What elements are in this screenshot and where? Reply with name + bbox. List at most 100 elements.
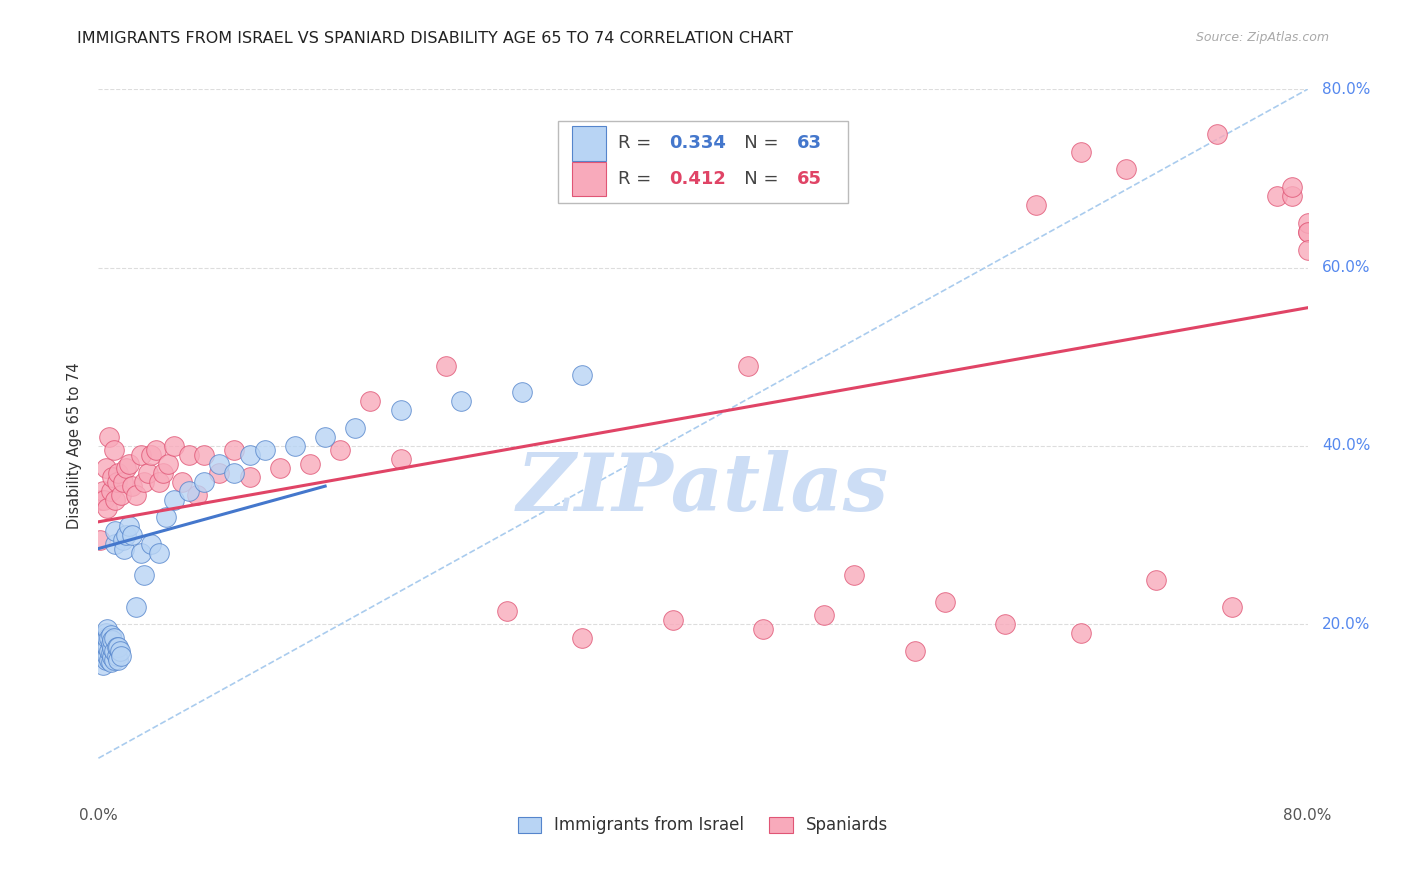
Point (571, 631, 593, 645)
Point (121, 528, 143, 542)
Point (112, 541, 135, 556)
Point (129, 546, 152, 560)
Point (450, 394, 472, 409)
Point (94, 461, 117, 475)
Point (737, 359, 759, 373)
Point (105, 640, 128, 654)
Legend: Immigrants from Israel, Spaniards: Immigrants from Israel, Spaniards (510, 810, 896, 841)
Point (103, 653, 125, 667)
Point (108, 644, 131, 658)
Point (1070, 145, 1092, 159)
FancyBboxPatch shape (572, 162, 606, 196)
Point (118, 519, 141, 533)
Point (103, 631, 125, 645)
Point (299, 457, 322, 471)
Point (118, 457, 141, 471)
Point (193, 448, 215, 462)
Point (96, 640, 118, 654)
Point (96, 648, 118, 663)
Text: N =: N = (727, 135, 785, 153)
Point (1281, 189, 1303, 203)
Point (1024, 198, 1046, 212)
FancyBboxPatch shape (558, 121, 848, 203)
Point (91, 483, 114, 498)
Point (269, 461, 291, 475)
Point (1070, 626, 1092, 640)
Point (105, 648, 128, 663)
Point (94, 635, 117, 649)
Point (314, 430, 336, 444)
Point (125, 488, 148, 502)
Point (93, 640, 115, 654)
Point (98, 644, 121, 658)
Point (253, 443, 276, 458)
Text: 0.334: 0.334 (669, 135, 725, 153)
Point (90, 648, 112, 663)
Point (1281, 180, 1303, 194)
Text: 63: 63 (797, 135, 823, 153)
Point (186, 488, 208, 502)
Point (329, 443, 352, 458)
Text: 0.412: 0.412 (669, 170, 725, 188)
Point (163, 492, 186, 507)
Point (91, 635, 114, 649)
Point (104, 524, 127, 538)
Point (101, 650, 124, 665)
Point (104, 492, 127, 507)
Point (994, 617, 1017, 632)
Point (96, 501, 118, 516)
Point (239, 448, 262, 462)
Point (179, 483, 201, 498)
Point (94, 644, 117, 658)
Point (904, 644, 927, 658)
Point (1220, 599, 1243, 614)
Point (1296, 243, 1319, 257)
Point (101, 632, 124, 647)
Point (389, 403, 412, 417)
Point (434, 359, 457, 373)
Point (1267, 189, 1289, 203)
Point (156, 457, 179, 471)
Point (170, 475, 193, 489)
Point (107, 653, 129, 667)
Text: 60.0%: 60.0% (1322, 260, 1371, 275)
Text: 65: 65 (797, 170, 823, 188)
Point (239, 470, 262, 484)
Point (125, 599, 148, 614)
Point (389, 452, 412, 467)
Text: 80.0%: 80.0% (1322, 82, 1371, 96)
Point (100, 646, 122, 660)
Point (132, 475, 155, 489)
Text: 20.0%: 20.0% (1322, 617, 1371, 632)
Text: Source: ZipAtlas.com: Source: ZipAtlas.com (1195, 31, 1329, 45)
Point (934, 595, 956, 609)
Point (1296, 225, 1319, 239)
Point (208, 466, 231, 480)
Point (103, 644, 125, 658)
Point (141, 537, 163, 551)
Point (752, 622, 775, 636)
Point (1144, 573, 1167, 587)
Point (91, 657, 114, 672)
Point (1296, 225, 1319, 239)
Point (111, 475, 134, 489)
Point (96, 622, 118, 636)
FancyBboxPatch shape (572, 127, 606, 161)
Point (114, 461, 136, 475)
Point (100, 637, 122, 651)
Point (98, 653, 121, 667)
Point (90, 631, 112, 645)
Text: N =: N = (727, 170, 785, 188)
Point (110, 648, 132, 663)
Y-axis label: Disability Age 65 to 74: Disability Age 65 to 74 (67, 363, 83, 529)
Point (179, 448, 201, 462)
Text: ZIPatlas: ZIPatlas (517, 450, 889, 527)
Point (98, 631, 121, 645)
Text: IMMIGRANTS FROM ISRAEL VS SPANIARD DISABILITY AGE 65 TO 74 CORRELATION CHART: IMMIGRANTS FROM ISRAEL VS SPANIARD DISAB… (77, 31, 793, 46)
Point (90, 492, 112, 507)
Point (132, 568, 155, 582)
Point (495, 604, 517, 618)
Point (98, 430, 121, 444)
Point (844, 568, 866, 582)
Point (145, 443, 167, 458)
